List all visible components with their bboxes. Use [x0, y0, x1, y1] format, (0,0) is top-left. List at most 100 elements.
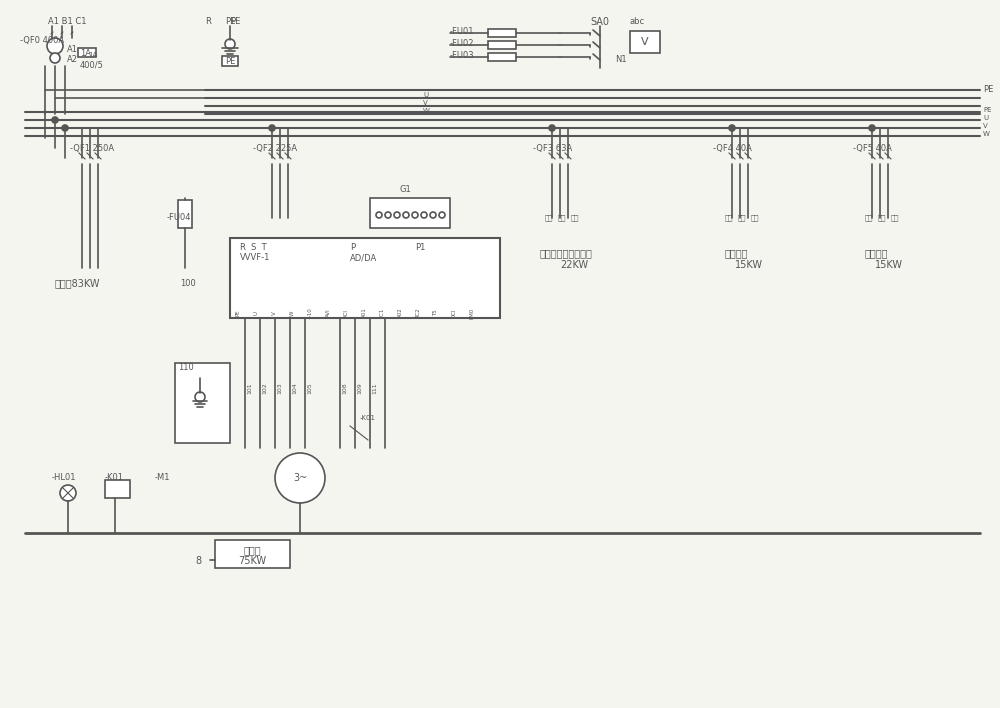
Circle shape [50, 53, 60, 63]
Text: PE: PE [983, 107, 992, 113]
Text: 110: 110 [178, 363, 194, 372]
Bar [370, 198, 450, 228]
Text: U: U [983, 115, 988, 121]
Text: T5: T5 [434, 309, 438, 316]
Bar [178, 200, 192, 228]
Text: 15KW: 15KW [735, 260, 763, 270]
Text: 3~: 3~ [293, 473, 307, 483]
Text: DCI: DCI [452, 308, 456, 318]
Text: 8: 8 [195, 556, 201, 566]
Bar [175, 363, 230, 443]
Text: 市电: 市电 [865, 215, 874, 222]
Text: 市电: 市电 [738, 215, 746, 222]
Text: PE: PE [230, 18, 240, 26]
Circle shape [430, 212, 436, 218]
Text: 市电: 市电 [545, 215, 554, 222]
Text: PE: PE [983, 86, 993, 94]
Text: 103: 103 [277, 382, 282, 394]
Text: 105: 105 [307, 382, 312, 394]
Text: A01: A01 [362, 307, 366, 319]
Text: PE: PE [225, 18, 235, 26]
Text: 400/5: 400/5 [80, 60, 104, 69]
Text: 109: 109 [357, 382, 362, 394]
Text: AVI: AVI [326, 309, 330, 317]
Text: 市电: 市电 [878, 215, 887, 222]
Bar [488, 29, 516, 37]
Text: ACI: ACI [344, 309, 349, 317]
Text: 102: 102 [262, 382, 267, 394]
Text: W: W [983, 131, 990, 137]
Text: G1: G1 [399, 185, 411, 195]
Text: -QF5 40A: -QF5 40A [853, 144, 892, 152]
Text: -FU02: -FU02 [450, 40, 475, 49]
Circle shape [421, 212, 427, 218]
Text: 市电: 市电 [891, 215, 900, 222]
Circle shape [412, 212, 418, 218]
Circle shape [394, 212, 400, 218]
Text: A2: A2 [67, 55, 78, 64]
Text: W: W [423, 108, 430, 114]
Text: +10: +10 [308, 307, 312, 319]
Circle shape [269, 125, 275, 131]
Circle shape [60, 485, 76, 501]
Text: R  S  T: R S T [240, 244, 267, 253]
Text: R: R [205, 18, 211, 26]
Text: A02: A02 [398, 307, 402, 319]
Text: V: V [272, 311, 276, 315]
Text: A1: A1 [67, 45, 78, 54]
Text: PE: PE [236, 309, 240, 316]
Text: 空压机、布袋除尘器: 空压机、布袋除尘器 [540, 248, 593, 258]
Text: N1: N1 [615, 55, 627, 64]
Text: A1 B1 C1: A1 B1 C1 [48, 18, 87, 26]
Circle shape [403, 212, 409, 218]
Circle shape [62, 125, 68, 131]
Text: V: V [983, 123, 988, 129]
Text: -K01: -K01 [360, 415, 376, 421]
Text: -QF3 63A: -QF3 63A [533, 144, 572, 152]
Text: -M1: -M1 [155, 474, 170, 482]
Circle shape [549, 125, 555, 131]
Text: 市电: 市电 [751, 215, 760, 222]
Circle shape [195, 392, 205, 402]
Bar [222, 56, 238, 66]
Text: -FU03: -FU03 [450, 52, 475, 60]
Text: -QF4 40A: -QF4 40A [713, 144, 752, 152]
Text: abc: abc [630, 18, 645, 26]
Circle shape [385, 212, 391, 218]
Bar [488, 41, 516, 49]
Text: -FU01: -FU01 [450, 28, 475, 37]
Text: 100: 100 [180, 278, 196, 287]
Text: 引風机: 引風机 [243, 545, 261, 555]
Circle shape [52, 117, 58, 123]
Text: 备用电源: 备用电源 [865, 248, 889, 258]
Circle shape [869, 125, 875, 131]
Text: 市电: 市电 [558, 215, 566, 222]
Text: 15KW: 15KW [875, 260, 903, 270]
Text: U: U [423, 92, 428, 98]
Text: VVVF-1: VVVF-1 [240, 253, 270, 263]
Circle shape [225, 39, 235, 49]
Text: -FU04: -FU04 [167, 214, 192, 222]
Text: -QF0 400A: -QF0 400A [20, 35, 64, 45]
Circle shape [275, 453, 325, 503]
Text: -K01: -K01 [105, 474, 124, 482]
Text: -QF2 225A: -QF2 225A [253, 144, 297, 152]
Text: -HL01: -HL01 [52, 474, 76, 482]
Bar [230, 238, 500, 318]
Text: 汽化炉83KW: 汽化炉83KW [55, 278, 100, 288]
Circle shape [439, 212, 445, 218]
Text: 1A: 1A [80, 49, 91, 57]
Text: W: W [290, 310, 294, 316]
Text: P1: P1 [415, 244, 425, 253]
Text: 备用电源: 备用电源 [725, 248, 748, 258]
Text: AD/DA: AD/DA [350, 253, 377, 263]
Text: 市电: 市电 [571, 215, 580, 222]
Text: 108: 108 [342, 382, 347, 394]
Bar [78, 48, 96, 57]
Circle shape [376, 212, 382, 218]
Text: 22KW: 22KW [560, 260, 588, 270]
Text: 104: 104 [292, 382, 297, 394]
Text: 市电: 市电 [725, 215, 734, 222]
Text: RC2: RC2 [416, 307, 420, 319]
Circle shape [47, 38, 63, 54]
